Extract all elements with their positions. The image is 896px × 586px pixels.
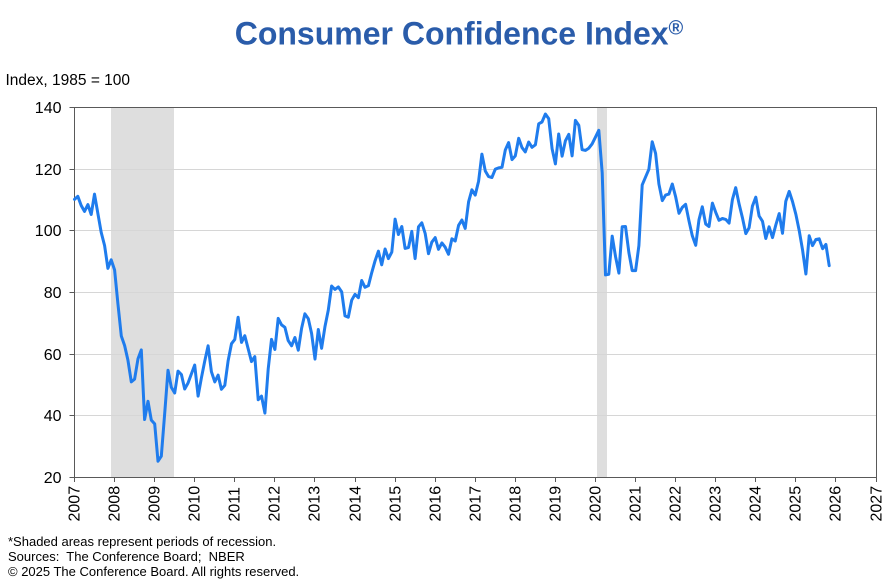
svg-text:2023: 2023 [708, 486, 725, 522]
svg-text:© 2025 The Conference Board. A: © 2025 The Conference Board. All rights … [8, 564, 299, 579]
svg-text:40: 40 [44, 408, 62, 425]
svg-text:2025: 2025 [788, 486, 805, 522]
svg-text:2015: 2015 [388, 486, 405, 522]
svg-text:*Shaded areas represent period: *Shaded areas represent periods of reces… [8, 534, 276, 549]
svg-text:120: 120 [35, 162, 62, 179]
svg-text:2021: 2021 [628, 486, 645, 522]
svg-text:2008: 2008 [107, 486, 124, 522]
svg-text:2014: 2014 [348, 486, 365, 522]
svg-text:140: 140 [35, 100, 62, 117]
svg-text:60: 60 [44, 347, 62, 364]
svg-text:Consumer Confidence Index®: Consumer Confidence Index® [235, 16, 684, 52]
svg-text:2024: 2024 [748, 486, 765, 522]
svg-text:2007: 2007 [67, 486, 84, 522]
svg-text:2022: 2022 [668, 486, 685, 522]
svg-text:2016: 2016 [428, 486, 445, 522]
svg-text:2013: 2013 [307, 486, 324, 522]
svg-text:2010: 2010 [187, 486, 204, 522]
svg-text:Sources: The Conference Board: Sources: The Conference Board; NBER [8, 549, 245, 564]
svg-text:2027: 2027 [869, 486, 886, 522]
svg-text:Index, 1985 = 100: Index, 1985 = 100 [6, 72, 131, 89]
svg-text:2018: 2018 [508, 486, 525, 522]
svg-text:20: 20 [44, 470, 62, 487]
svg-text:2020: 2020 [588, 486, 605, 522]
svg-text:100: 100 [35, 223, 62, 240]
svg-text:2017: 2017 [468, 486, 485, 522]
svg-text:2019: 2019 [548, 486, 565, 522]
svg-text:2012: 2012 [267, 486, 284, 522]
svg-text:2026: 2026 [828, 486, 845, 522]
svg-text:2009: 2009 [147, 486, 164, 522]
svg-text:80: 80 [44, 285, 62, 302]
svg-text:2011: 2011 [227, 487, 244, 522]
